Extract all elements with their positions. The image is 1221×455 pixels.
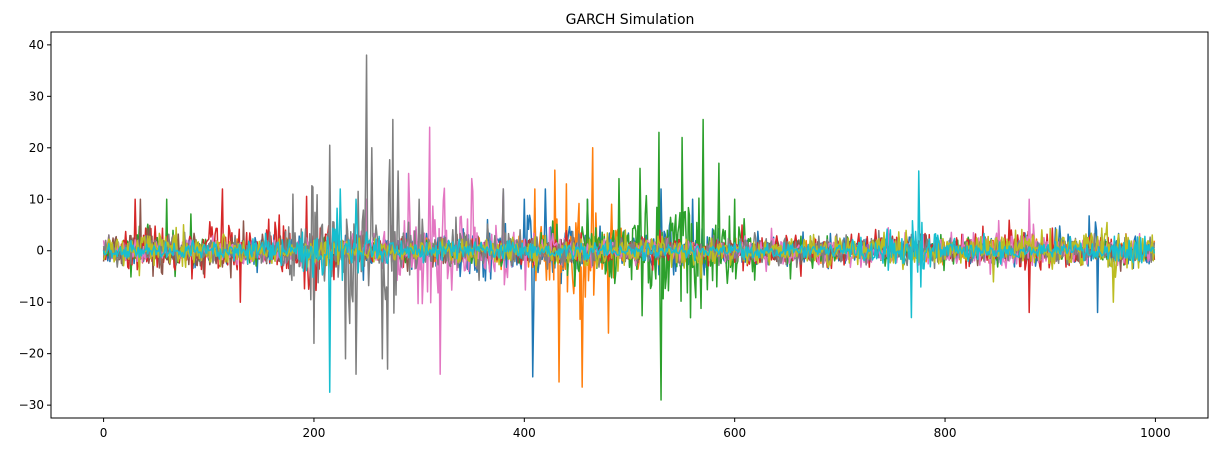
x-axis: 0 200 400 600 800 1000 [100, 418, 1171, 440]
chart-title: GARCH Simulation [566, 12, 695, 28]
x-tick-label: 0 [100, 426, 108, 440]
y-tick-label: −30 [19, 398, 44, 412]
y-axis: −30 −20 −10 0 10 20 30 40 [19, 38, 51, 412]
x-tick-label: 1000 [1140, 426, 1171, 440]
y-tick-label: 30 [29, 89, 44, 103]
x-tick-label: 200 [303, 426, 326, 440]
y-tick-label: 20 [29, 141, 44, 155]
series-line-8 [102, 54, 1156, 375]
series-layer [102, 54, 1156, 401]
x-tick-label: 400 [513, 426, 536, 440]
y-tick-label: 0 [36, 244, 44, 258]
x-tick-label: 600 [723, 426, 746, 440]
series-line-10 [102, 170, 1156, 394]
y-tick-label: −20 [19, 347, 44, 361]
series-line-1 [102, 188, 1156, 378]
plot-frame [50, 31, 1209, 419]
y-tick-label: −10 [19, 295, 44, 309]
y-tick-label: 10 [29, 192, 44, 206]
y-tick-label: 40 [29, 38, 44, 52]
x-tick-label: 800 [934, 426, 957, 440]
